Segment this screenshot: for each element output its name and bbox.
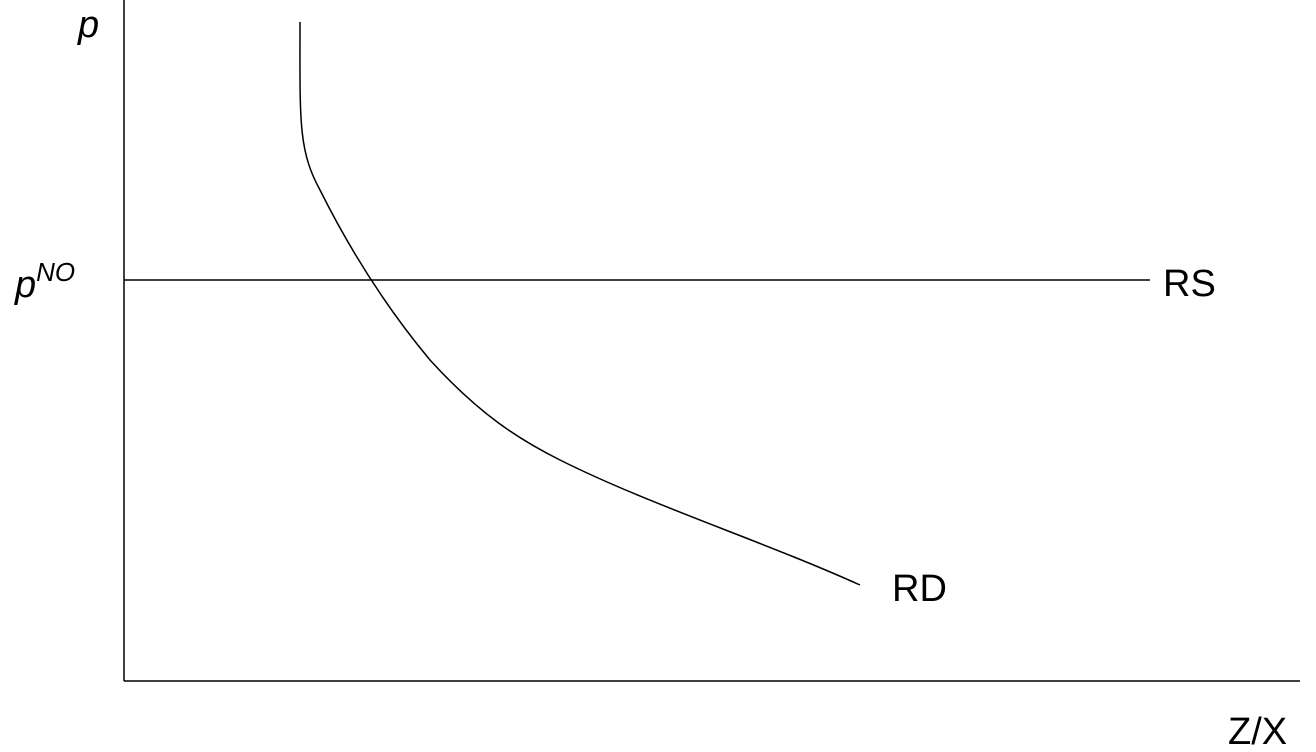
y-axis-label: p bbox=[77, 4, 99, 46]
price-level-label-superscript: NO bbox=[36, 257, 75, 287]
price-level-label: pNO bbox=[14, 257, 75, 306]
x-axis-label: Z/X bbox=[1228, 711, 1287, 752]
rs-curve-label: RS bbox=[1163, 263, 1216, 305]
rd-curve-label: RD bbox=[892, 568, 947, 610]
rd-curve bbox=[299, 21, 861, 586]
price-level-label-base: p bbox=[14, 264, 36, 306]
